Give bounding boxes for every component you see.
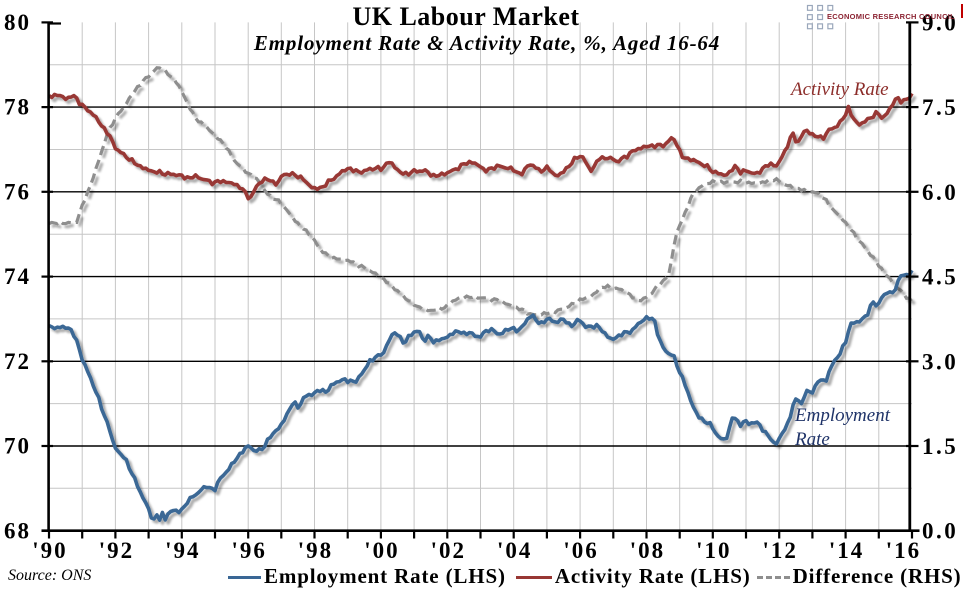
svg-text:70: 70	[4, 434, 31, 459]
svg-text:0.0: 0.0	[922, 519, 958, 544]
svg-text:68: 68	[4, 518, 31, 543]
svg-text:'90: '90	[32, 538, 67, 563]
svg-text:Employment: Employment	[794, 405, 891, 426]
svg-text:'08: '08	[630, 538, 665, 563]
svg-text:'16: '16	[886, 538, 921, 563]
svg-text:'96: '96	[232, 538, 267, 563]
svg-text:'12: '12	[763, 538, 798, 563]
svg-text:'02: '02	[431, 538, 466, 563]
svg-text:'00: '00	[364, 538, 399, 563]
svg-text:'04: '04	[497, 538, 532, 563]
svg-text:76: 76	[4, 179, 31, 204]
svg-text:'98: '98	[298, 538, 333, 563]
svg-text:6.0: 6.0	[922, 180, 958, 205]
svg-text:'92: '92	[99, 538, 134, 563]
svg-text:74: 74	[4, 264, 31, 289]
svg-text:3.0: 3.0	[922, 349, 958, 374]
svg-text:7.5: 7.5	[922, 95, 958, 120]
svg-text:1.5: 1.5	[922, 434, 958, 459]
svg-text:4.5: 4.5	[922, 265, 958, 290]
svg-text:'10: '10	[696, 538, 731, 563]
svg-text:78: 78	[4, 95, 31, 120]
svg-text:9.0: 9.0	[922, 10, 958, 35]
svg-text:'14: '14	[829, 538, 864, 563]
svg-text:Rate: Rate	[794, 429, 830, 450]
svg-text:72: 72	[4, 349, 31, 374]
svg-text:80: 80	[4, 10, 31, 35]
svg-text:'06: '06	[563, 538, 598, 563]
svg-text:Activity Rate: Activity Rate	[789, 79, 889, 100]
svg-text:'94: '94	[165, 538, 200, 563]
